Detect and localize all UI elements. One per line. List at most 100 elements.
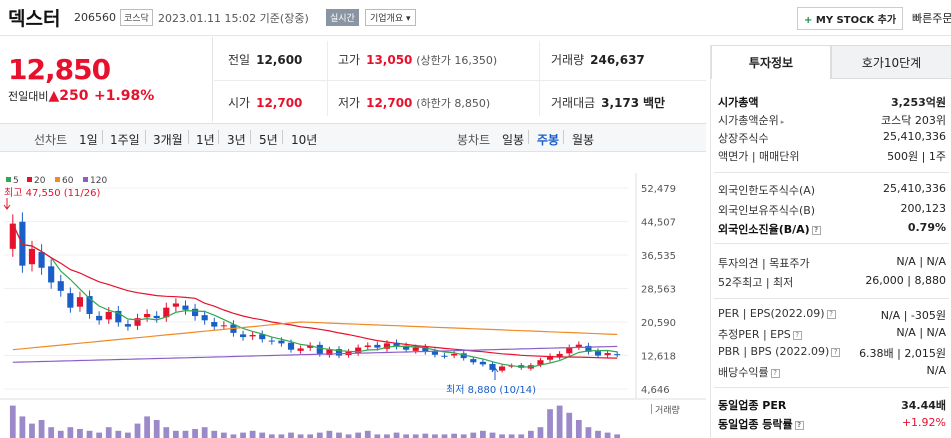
help-icon[interactable]: ? bbox=[826, 309, 836, 319]
legend-label: 120 bbox=[90, 176, 107, 186]
volume-bar bbox=[374, 434, 381, 438]
volume-bar bbox=[19, 416, 26, 438]
change-percent: +1.98% bbox=[94, 88, 155, 104]
volume-bar bbox=[201, 427, 208, 438]
low-annotation: 최저 8,880 (10/14) bbox=[446, 384, 536, 396]
volume-bar bbox=[384, 434, 390, 438]
period-3m[interactable]: 3개월 bbox=[153, 133, 183, 147]
candle-weekly[interactable]: 주봉 bbox=[537, 133, 560, 147]
help-icon[interactable]: ? bbox=[811, 225, 821, 235]
volume-bar bbox=[67, 427, 74, 438]
candle bbox=[556, 353, 563, 358]
ma120-line bbox=[12, 345, 618, 363]
volume-bar bbox=[9, 405, 16, 438]
candle bbox=[546, 355, 554, 360]
change-label: 전일대비 bbox=[8, 90, 49, 103]
row-opinion: 투자의견 | 목표주가 N/A | N/A bbox=[718, 255, 946, 270]
volume-bar bbox=[575, 420, 582, 438]
help-icon[interactable]: ? bbox=[794, 420, 804, 430]
candle bbox=[57, 281, 64, 291]
volume-bar bbox=[288, 432, 294, 438]
y-tick-label: 28,563 bbox=[641, 285, 676, 296]
candle bbox=[470, 359, 477, 363]
volume-bar bbox=[499, 434, 505, 438]
legend-swatch bbox=[6, 177, 11, 182]
volume-bar bbox=[297, 434, 304, 438]
candle bbox=[566, 347, 573, 354]
period-1w[interactable]: 1주일 bbox=[110, 133, 140, 147]
candle bbox=[249, 334, 256, 337]
volume-bar bbox=[451, 433, 457, 438]
period-5y[interactable]: 5년 bbox=[259, 133, 278, 147]
invest-info-panel: 투자정보 호가10단계 시가총액 3,253억원 시가총액순위 ▸ 코스닥 203위 … bbox=[710, 45, 951, 438]
candle bbox=[134, 318, 141, 326]
candle bbox=[431, 351, 438, 355]
add-my-stock-label: MY STOCK 추가 bbox=[815, 15, 897, 26]
candle bbox=[124, 324, 131, 327]
volume-bar bbox=[163, 427, 170, 438]
candle bbox=[316, 344, 323, 354]
volume-bar bbox=[403, 434, 410, 438]
company-overview-dropdown[interactable]: 기업개요 ▾ bbox=[365, 9, 416, 26]
help-icon[interactable]: ? bbox=[831, 347, 841, 357]
candle bbox=[403, 345, 410, 350]
volume-bar bbox=[489, 432, 496, 438]
quick-order-button[interactable]: 빠른주문 bbox=[912, 12, 951, 25]
period-1d[interactable]: 1일 bbox=[79, 133, 98, 147]
volume-bar bbox=[57, 430, 64, 438]
help-icon[interactable]: ? bbox=[770, 368, 780, 378]
divider bbox=[539, 41, 540, 116]
tab-orderbook[interactable]: 호가10단계 bbox=[831, 45, 951, 79]
realtime-badge[interactable]: 실시간 bbox=[326, 9, 359, 26]
stock-header: 덱스터 206560 코스닥 2023.01.11 15:02 기준(장중) 실… bbox=[0, 0, 951, 36]
help-icon[interactable]: ? bbox=[792, 330, 802, 340]
volume-bar bbox=[585, 427, 592, 438]
volume-bar bbox=[249, 430, 256, 438]
candle-daily[interactable]: 일봉 bbox=[502, 133, 525, 147]
volume-bar bbox=[595, 430, 601, 438]
sort-icon[interactable]: ▸ bbox=[780, 118, 785, 126]
candle-monthly[interactable]: 월봉 bbox=[572, 133, 595, 147]
volume-bar bbox=[259, 432, 266, 438]
row-per-eps: PER | EPS(2022.09)? N/A | -305원 bbox=[718, 307, 946, 322]
volume-bar bbox=[480, 430, 486, 438]
price-chart-svg[interactable]: 5 20 60 120 52,479 44,507 36,535 28,563 20,590 12… bbox=[0, 153, 706, 438]
volume-bar bbox=[29, 423, 35, 438]
divider bbox=[714, 172, 949, 173]
volume-bar bbox=[412, 434, 419, 438]
volume-bar bbox=[192, 429, 198, 438]
row-shares: 상장주식수 25,410,336 bbox=[718, 130, 946, 145]
volume-bar bbox=[422, 433, 429, 438]
period-3y[interactable]: 3년 bbox=[227, 133, 246, 147]
candle bbox=[115, 310, 122, 323]
plus-icon: + bbox=[804, 15, 813, 26]
legend-swatch bbox=[27, 177, 32, 182]
stat-volume: 거래량 246,637 bbox=[551, 53, 645, 67]
candle bbox=[614, 354, 621, 356]
candle bbox=[192, 308, 199, 317]
candle bbox=[364, 345, 371, 347]
volume-bar bbox=[441, 434, 448, 438]
candle bbox=[499, 366, 506, 371]
divider bbox=[145, 130, 146, 144]
volume-bar bbox=[547, 409, 553, 438]
legend-label: 5 bbox=[13, 176, 19, 186]
candle bbox=[211, 322, 218, 327]
price-stats: 전일 12,600 고가 13,050 (상한가 16,350) 거래량 246,63… bbox=[214, 37, 706, 122]
volume-bar bbox=[211, 430, 218, 438]
candle bbox=[335, 349, 343, 356]
period-1y[interactable]: 1년 bbox=[196, 133, 215, 147]
candle bbox=[278, 340, 285, 344]
row-52week: 52주최고 | 최저 26,000 | 8,880 bbox=[718, 274, 946, 289]
candle bbox=[28, 248, 36, 265]
y-tick-label: 20,590 bbox=[641, 318, 676, 329]
tab-invest-info[interactable]: 투자정보 bbox=[711, 45, 831, 79]
period-10y[interactable]: 10년 bbox=[291, 133, 318, 147]
candle bbox=[307, 345, 314, 348]
price-chart[interactable]: 5 20 60 120 52,479 44,507 36,535 28,563 20,590 12… bbox=[0, 153, 706, 438]
add-my-stock-button[interactable]: + MY STOCK 추가 bbox=[797, 7, 904, 30]
volume-bar bbox=[38, 420, 45, 438]
stat-high: 고가 13,050 (상한가 16,350) bbox=[338, 53, 498, 67]
volume-bar bbox=[316, 432, 323, 438]
candle bbox=[201, 315, 208, 321]
